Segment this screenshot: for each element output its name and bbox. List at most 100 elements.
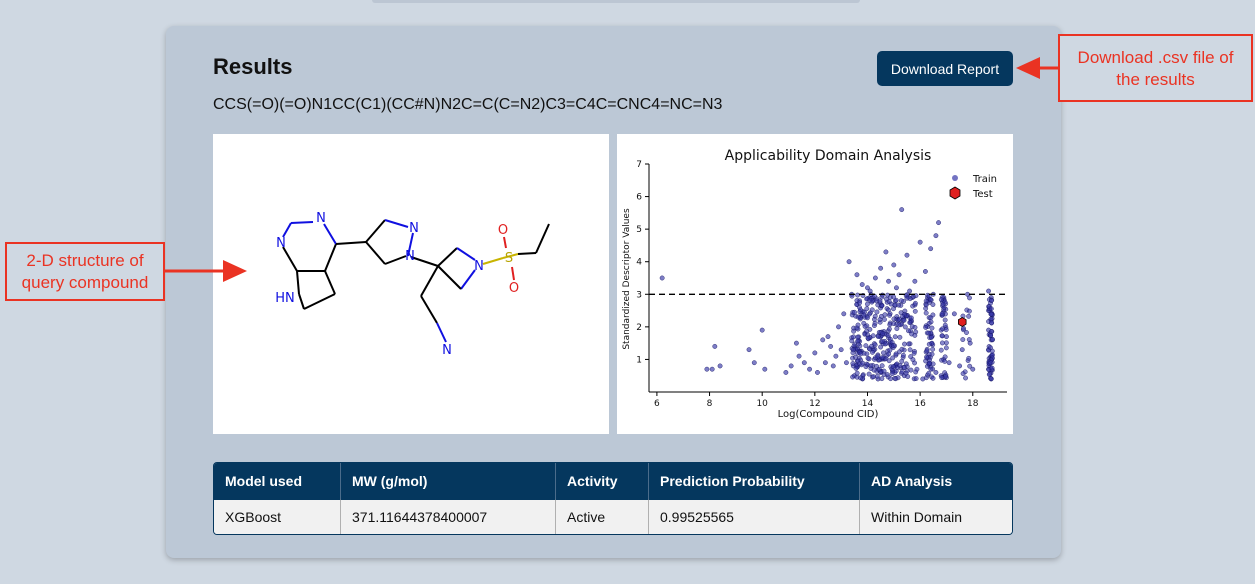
- train-point: [944, 334, 949, 340]
- train-point: [906, 328, 911, 334]
- train-point: [886, 278, 891, 284]
- train-point: [862, 324, 868, 329]
- train-point: [880, 331, 886, 337]
- train-point: [906, 341, 912, 347]
- train-point: [872, 342, 878, 348]
- structure-image: N N HN N N N S O O N: [213, 134, 609, 434]
- train-point: [872, 275, 878, 281]
- train-point: [880, 292, 885, 298]
- train-point: [890, 355, 896, 361]
- train-point: [866, 371, 872, 377]
- train-point: [860, 360, 866, 366]
- train-point: [882, 341, 888, 347]
- train-point: [907, 347, 913, 353]
- train-point: [864, 301, 870, 307]
- train-point: [933, 370, 939, 375]
- train-point: [855, 338, 861, 344]
- train-point: [820, 337, 826, 343]
- train-point: [884, 296, 889, 302]
- cell-mw: 371.11644378400007: [341, 499, 556, 534]
- train-point: [990, 336, 995, 342]
- train-point: [883, 249, 889, 255]
- train-point: [874, 373, 880, 379]
- train-point: [897, 316, 902, 322]
- train-point: [717, 363, 723, 369]
- atom-n-label: N: [442, 343, 452, 358]
- train-point: [903, 370, 909, 376]
- y-tick-label: 5: [636, 225, 642, 235]
- train-point: [762, 366, 768, 372]
- y-tick-label: 6: [636, 193, 642, 203]
- train-point: [923, 324, 929, 330]
- train-point: [885, 332, 891, 338]
- cell-probability: 0.99525565: [649, 499, 860, 534]
- train-point: [854, 272, 860, 278]
- train-point: [904, 295, 910, 301]
- train-point: [897, 334, 903, 340]
- train-point: [876, 366, 882, 372]
- download-arrow-icon: [1016, 57, 1060, 79]
- train-point: [936, 220, 941, 226]
- train-point: [966, 337, 972, 342]
- train-point: [889, 371, 895, 377]
- download-report-button[interactable]: Download Report: [877, 51, 1013, 86]
- atom-n-label: N: [316, 211, 326, 226]
- train-point: [899, 207, 905, 213]
- col-header-model: Model used: [214, 463, 341, 499]
- download-callout-line1: Download .csv file of: [1077, 48, 1234, 67]
- train-point: [903, 361, 909, 367]
- structure-callout-line1: 2-D structure of: [26, 251, 144, 270]
- train-point: [849, 338, 855, 344]
- train-point: [822, 360, 828, 366]
- train-point: [836, 324, 841, 330]
- train-point: [938, 297, 944, 303]
- train-point: [853, 365, 859, 371]
- train-point: [841, 311, 847, 317]
- train-point: [922, 269, 928, 274]
- train-point: [854, 370, 860, 376]
- train-point: [988, 360, 994, 366]
- train-point: [878, 344, 884, 350]
- train-point: [967, 363, 973, 369]
- col-header-ad-analysis: AD Analysis: [860, 463, 1012, 499]
- legend-test-marker: [949, 186, 961, 200]
- train-point: [899, 358, 905, 364]
- train-point: [801, 360, 807, 366]
- train-point: [893, 297, 899, 303]
- train-point: [902, 341, 907, 347]
- cell-ad-analysis: Within Domain: [860, 499, 1012, 534]
- train-point: [986, 288, 991, 294]
- train-point: [924, 354, 929, 360]
- train-point: [881, 350, 886, 356]
- train-point: [863, 364, 869, 370]
- train-point: [901, 352, 906, 358]
- atom-o-label: O: [498, 223, 508, 238]
- train-point: [939, 333, 945, 339]
- train-point: [928, 315, 934, 321]
- train-point: [989, 365, 995, 371]
- train-point: [815, 370, 820, 375]
- train-point: [853, 354, 858, 360]
- results-panel: Results CCS(=O)(=O)N1CC(C1)(CC#N)N2C=C(C…: [166, 26, 1061, 558]
- train-point: [909, 331, 914, 337]
- train-point: [943, 345, 949, 351]
- train-point: [886, 326, 892, 332]
- train-point: [855, 314, 861, 320]
- train-point: [872, 320, 878, 326]
- train-point: [879, 376, 885, 382]
- train-point: [988, 298, 994, 303]
- train-point: [855, 322, 861, 328]
- train-point: [928, 246, 934, 252]
- train-point: [825, 334, 831, 340]
- train-point: [871, 374, 876, 380]
- train-point: [788, 363, 794, 369]
- train-point: [894, 326, 900, 331]
- train-point: [911, 350, 917, 356]
- train-point: [891, 316, 897, 322]
- train-point: [887, 312, 892, 318]
- cell-activity: Active: [556, 499, 649, 534]
- train-point: [938, 347, 944, 353]
- train-point: [894, 285, 899, 291]
- train-point: [858, 351, 864, 357]
- train-point: [928, 297, 933, 302]
